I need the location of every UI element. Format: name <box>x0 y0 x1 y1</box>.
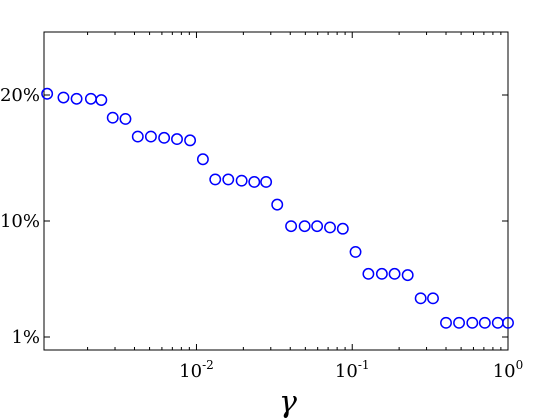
data-point <box>260 175 273 188</box>
plot-area <box>43 31 509 351</box>
x-tick-label: 100 <box>493 358 524 382</box>
data-point <box>324 221 336 234</box>
data-point <box>414 292 427 305</box>
y-ticks: 1% 10% 20% <box>0 85 508 348</box>
data-point <box>184 134 197 147</box>
data-point <box>466 316 479 329</box>
y-tick-label: 1% <box>11 327 40 348</box>
data-point <box>453 316 465 329</box>
data-point <box>222 173 235 186</box>
data-point <box>41 87 54 100</box>
data-point <box>144 130 157 143</box>
data-point <box>271 198 284 211</box>
data-point <box>171 133 183 146</box>
data-point <box>285 220 298 233</box>
x-axis-label: γ <box>279 385 297 420</box>
data-point <box>158 131 171 144</box>
data-point <box>375 267 388 280</box>
data-point <box>311 220 324 233</box>
data-point <box>298 220 311 233</box>
data-point <box>401 269 414 282</box>
data-point <box>57 91 70 104</box>
x-minor-ticks <box>87 32 502 350</box>
data-point <box>502 316 514 329</box>
data-point <box>388 267 401 280</box>
data-point <box>478 316 491 329</box>
data-point <box>209 173 222 186</box>
y-tick-label: 10% <box>0 211 40 232</box>
data-point <box>131 130 144 143</box>
data-point <box>336 222 349 235</box>
data-point <box>196 153 209 166</box>
data-point <box>70 92 83 105</box>
data-point <box>235 174 248 187</box>
y-tick-label: 20% <box>0 85 40 106</box>
data-point <box>106 111 119 124</box>
data-markers <box>41 87 514 329</box>
x-tick-label: 10-2 <box>179 358 214 382</box>
data-point <box>248 175 261 188</box>
data-point <box>440 316 452 329</box>
data-point <box>349 245 362 258</box>
x-tick-label: 10-1 <box>335 358 370 382</box>
data-point <box>95 94 108 106</box>
x-major-ticks: 10-2 10-1 100 <box>179 32 523 382</box>
data-point <box>119 112 132 125</box>
data-point <box>427 292 439 305</box>
data-point <box>362 267 375 280</box>
